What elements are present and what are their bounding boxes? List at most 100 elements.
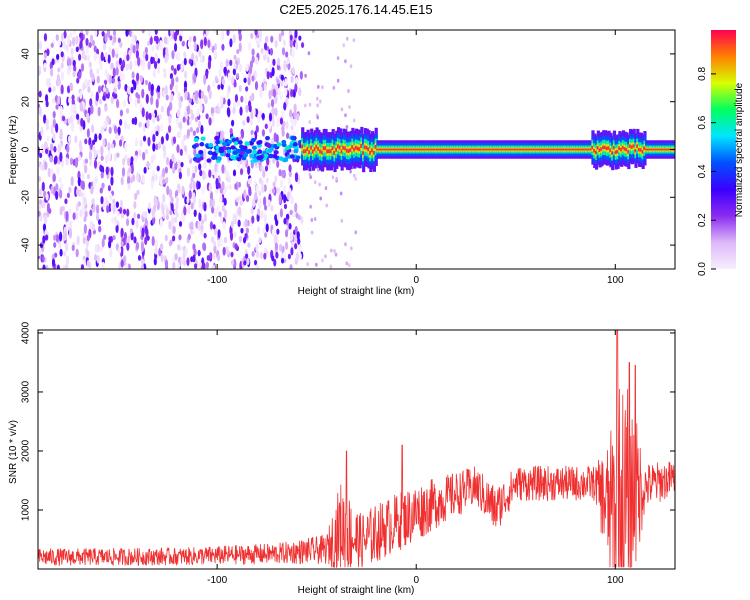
spectrogram-cell xyxy=(68,64,72,71)
spectrogram-cell xyxy=(147,202,152,210)
spectrogram-cell xyxy=(181,213,186,223)
spectrogram-cell xyxy=(220,95,224,105)
spectrogram-cell xyxy=(232,33,236,44)
spectrogram-cell xyxy=(45,193,49,201)
spectrogram-cell xyxy=(586,148,590,151)
spectrogram-cell xyxy=(344,242,347,247)
spectrogram-cell xyxy=(176,51,180,62)
y-tick-label: 0 xyxy=(21,146,32,152)
spectrogram-cell xyxy=(39,152,43,159)
spectrogram-cell xyxy=(152,134,156,143)
spectrogram-cell xyxy=(45,264,49,269)
spectrogram-cell xyxy=(41,143,45,152)
spectrogram-cell xyxy=(177,243,181,251)
spectrogram-cell xyxy=(471,148,475,151)
spectrogram-cell xyxy=(589,148,593,151)
spectrogram-cell xyxy=(372,150,377,155)
spectrogram-cell xyxy=(90,185,94,195)
spectrogram-cell xyxy=(136,189,140,196)
spectrogram-cell xyxy=(309,175,313,180)
spectrogram-cell xyxy=(173,216,178,224)
spectrogram-cell xyxy=(89,209,93,217)
spectrogram-cell xyxy=(158,113,163,120)
spectrogram-cell xyxy=(105,166,109,176)
spectrogram-cell xyxy=(335,176,339,181)
spectrogram-cell xyxy=(453,148,457,151)
colorbar-tick-label: 0.6 xyxy=(697,115,708,129)
spectrogram-cell xyxy=(289,40,293,48)
spectrogram-cell xyxy=(157,141,162,150)
spectrogram-cell xyxy=(104,69,108,77)
spectrogram-cell xyxy=(569,148,574,151)
spectrogram-cell xyxy=(394,148,398,151)
spectrogram-cell xyxy=(285,213,290,220)
spectrogram-cell xyxy=(176,64,180,72)
spectrogram-cell xyxy=(57,143,61,154)
spectrogram-cell xyxy=(76,77,80,84)
spectrogram-cell xyxy=(101,261,105,269)
spectrogram-cell xyxy=(271,66,275,77)
spectrogram-cell xyxy=(154,174,158,182)
spectrogram-cell xyxy=(318,99,322,104)
spectrogram-cell xyxy=(131,117,135,125)
spectrogram-cell xyxy=(117,246,122,255)
spectrogram-cell xyxy=(492,148,497,151)
spectrogram-cell xyxy=(145,93,149,104)
colorbar-label: Normalized spectral amplitude xyxy=(734,82,745,217)
spectrogram-cell xyxy=(483,148,488,151)
spectrogram-cell xyxy=(115,66,119,76)
spectrogram-cell xyxy=(56,264,60,269)
spectrogram-cell xyxy=(107,185,112,192)
spectrogram-cell xyxy=(74,158,78,168)
spectrogram-cell xyxy=(77,154,82,161)
spectrogram-cell xyxy=(163,72,167,79)
spectrogram-cell xyxy=(295,77,299,84)
spectrogram-cell xyxy=(362,151,366,155)
spectrogram-cell xyxy=(254,81,259,91)
colorbar-ramp xyxy=(711,30,736,269)
spectrogram-cell xyxy=(182,259,187,267)
spectrogram-cell xyxy=(584,148,588,151)
spectrogram-cell xyxy=(287,177,292,186)
spectrogram-cell xyxy=(627,150,631,154)
spectrogram-cell xyxy=(290,135,296,141)
spectrogram-cell xyxy=(176,262,181,269)
spectrogram-cell xyxy=(290,89,294,98)
spectrogram-cell xyxy=(315,144,319,149)
spectrogram-cell xyxy=(130,43,134,54)
spectrogram-cell xyxy=(124,154,128,161)
spectrogram-cell xyxy=(293,148,299,154)
spectrogram-cell xyxy=(42,264,46,269)
spectrogram-cell xyxy=(129,176,134,184)
spectrogram-cell xyxy=(280,30,285,37)
spectrogram-cell xyxy=(345,148,350,153)
spectrogram-cell xyxy=(188,97,192,104)
spectrogram-cell xyxy=(594,150,599,155)
spectrogram-cell xyxy=(86,260,90,267)
spectrogram-cell xyxy=(284,87,288,97)
spectrogram-cell xyxy=(336,56,340,61)
spectrogram-cell xyxy=(465,148,470,151)
spectrogram-cell xyxy=(219,215,224,223)
spectrogram-cell xyxy=(464,148,468,151)
colorbar-ticks: 0.0 0.2 0.4 0.6 0.8 xyxy=(697,67,716,276)
spectrogram-cell xyxy=(255,243,259,253)
spectrogram-cell xyxy=(89,158,93,167)
spectrogram-cell xyxy=(209,198,213,207)
spectrogram-cell xyxy=(261,129,266,137)
spectrogram-cell xyxy=(146,160,150,168)
spectrogram-cell xyxy=(67,58,71,66)
spectrogram-cell xyxy=(153,257,157,266)
spectrogram-cell xyxy=(308,150,312,155)
spectrogram-cell xyxy=(60,183,64,190)
spectrogram-cell xyxy=(86,128,90,138)
spectrogram-cell xyxy=(230,260,235,266)
spectrogram-cell xyxy=(446,148,450,151)
spectrogram-cell xyxy=(171,153,175,162)
spectrogram-cell xyxy=(84,210,88,218)
spectrogram-cell xyxy=(489,148,493,151)
spectrogram-cell xyxy=(106,30,111,38)
spectrogram-cell xyxy=(229,231,234,241)
snr-ticks: -100 0 100 1000 2000 3000 4000 xyxy=(21,321,675,586)
